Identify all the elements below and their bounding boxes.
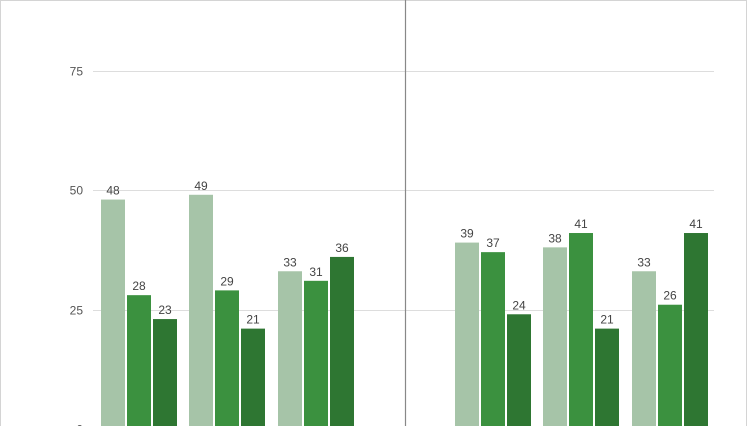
bar [127,295,151,426]
y-tick-label: 25 [70,304,84,318]
bar [569,233,593,426]
y-tick-label: 0 [76,423,83,426]
bar-value-label: 24 [512,298,526,312]
y-axis-tick-labels: 0 25 50 75 [70,65,84,426]
bar [304,280,328,426]
bar-value-label: 41 [689,217,703,231]
bar-value-label: 28 [132,279,146,293]
bar-value-label: 48 [106,184,120,198]
bar-value-label: 31 [309,265,323,279]
bar-value-label: 49 [194,179,208,193]
bar [595,328,619,426]
bar-value-label: 33 [637,255,651,269]
bar-value-label: 21 [246,313,260,327]
bar [632,271,656,426]
bar [189,194,213,426]
bar [455,242,479,426]
bar-value-label: 26 [663,289,677,303]
bar [543,247,567,426]
bar-value-label: 23 [158,303,172,317]
bar [481,252,505,426]
data-labels-layer: 48 28 23 49 29 21 33 31 36 39 37 24 38 41 21 33 26 41 [106,179,703,327]
bar-value-label: 38 [548,231,562,245]
bar [330,256,354,426]
bar [684,233,708,426]
bar [658,304,682,426]
bars-layer [101,194,708,426]
bar [507,314,531,426]
bar-value-label: 37 [486,236,500,250]
bar [101,199,125,426]
bar-value-label: 29 [220,274,234,288]
y-tick-label: 50 [70,184,84,198]
bar [215,290,239,426]
bar [153,319,177,426]
y-tick-label: 75 [70,65,84,79]
bar-value-label: 33 [283,255,297,269]
bar [241,328,265,426]
bar-value-label: 36 [335,241,349,255]
bar-value-label: 21 [600,313,614,327]
bar-value-label: 39 [460,227,474,241]
bar-value-label: 41 [574,217,588,231]
bar [278,271,302,426]
